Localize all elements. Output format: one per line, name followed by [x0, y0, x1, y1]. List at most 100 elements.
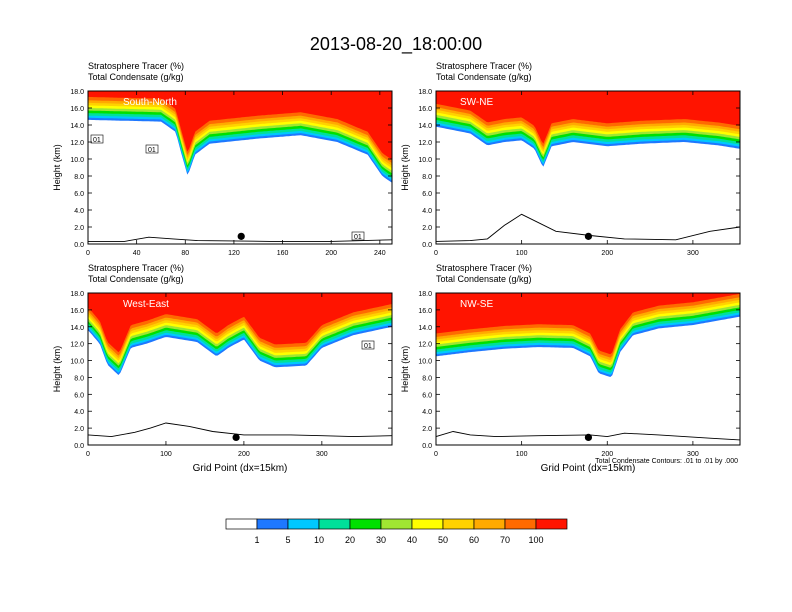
- x-tick-label: 0: [86, 451, 90, 458]
- panel-4: Stratosphere Tracer (%)Total Condensate …: [400, 263, 741, 474]
- y-tick-label: 18.0: [70, 89, 84, 96]
- panel-title-condensate: Total Condensate (g/kg): [436, 274, 532, 284]
- x-tick-label: 0: [434, 250, 438, 257]
- y-tick-label: 16.0: [418, 106, 432, 113]
- colorbar-swatch: [225, 518, 258, 530]
- tracer-max-region: [88, 293, 392, 353]
- colorbar-label: 5: [285, 535, 290, 545]
- colorbar-label: 20: [345, 535, 355, 545]
- panel-title-condensate: Total Condensate (g/kg): [88, 274, 184, 284]
- x-tick-label: 200: [325, 250, 337, 257]
- y-tick-label: 2.0: [74, 426, 84, 433]
- y-tick-label: 10.0: [70, 157, 84, 164]
- y-tick-label: 10.0: [70, 359, 84, 366]
- colorbar-swatch: [535, 518, 568, 530]
- y-tick-label: 10.0: [418, 157, 432, 164]
- contour-label-box: [361, 340, 375, 350]
- y-tick-label: 0.0: [422, 242, 432, 249]
- y-tick-label: 4.0: [74, 208, 84, 215]
- contour-label-box: [145, 144, 159, 154]
- x-tick-label: 100: [516, 451, 528, 458]
- panel-title-condensate: Total Condensate (g/kg): [436, 72, 532, 82]
- colorbar-swatch: [380, 518, 413, 530]
- y-tick-label: 16.0: [418, 308, 432, 315]
- y-tick-label: 4.0: [74, 409, 84, 416]
- x-tick-label: 0: [86, 250, 90, 257]
- tracer-max-region: [436, 293, 740, 355]
- panel-label: South-North: [123, 97, 177, 108]
- x-tick-label: 40: [133, 250, 141, 257]
- y-tick-label: 6.0: [422, 191, 432, 198]
- plot-frame: [87, 90, 393, 245]
- plot-frame: [87, 292, 393, 446]
- y-tick-label: 8.0: [74, 174, 84, 181]
- x-tick-label: 0: [434, 451, 438, 458]
- y-tick-label: 2.0: [74, 225, 84, 232]
- colorbar-swatch: [349, 518, 382, 530]
- panel-2: Stratosphere Tracer (%)Total Condensate …: [400, 61, 741, 257]
- x-tick-label: 200: [238, 451, 250, 458]
- y-tick-label: 6.0: [74, 392, 84, 399]
- x-tick-label: 80: [181, 250, 189, 257]
- colorbar-label: 50: [438, 535, 448, 545]
- y-tick-label: 14.0: [418, 325, 432, 332]
- x-tick-label: 300: [316, 451, 328, 458]
- y-tick-label: 12.0: [70, 140, 84, 147]
- colorbar-swatch: [287, 518, 320, 530]
- y-tick-label: 14.0: [70, 123, 84, 130]
- x-tick-label: 100: [160, 451, 172, 458]
- panel-label: NW-SE: [460, 299, 493, 310]
- panel-title-tracer: Stratosphere Tracer (%): [436, 263, 532, 273]
- location-marker: [584, 232, 593, 240]
- plot-frame: [435, 292, 741, 446]
- y-tick-label: 18.0: [418, 291, 432, 298]
- terrain-line: [88, 236, 393, 242]
- contour-label: 01: [354, 234, 362, 241]
- colorbar-swatch: [256, 518, 289, 530]
- location-marker: [232, 433, 240, 441]
- contour-label: 01: [364, 343, 372, 350]
- y-tick-label: 8.0: [74, 375, 84, 382]
- y-tick-label: 16.0: [70, 106, 84, 113]
- contour-label: 01: [93, 137, 101, 144]
- x-tick-label: 120: [228, 250, 240, 257]
- y-tick-label: 0.0: [74, 443, 84, 450]
- y-tick-label: 8.0: [422, 375, 432, 382]
- y-tick-label: 2.0: [422, 225, 432, 232]
- y-tick-label: 14.0: [70, 325, 84, 332]
- y-tick-label: 6.0: [422, 392, 432, 399]
- contour-label-box: [351, 231, 365, 241]
- panel-label: SW-NE: [460, 97, 493, 108]
- x-axis-label: Grid Point (dx=15km): [193, 463, 288, 474]
- x-tick-label: 300: [687, 250, 699, 257]
- x-tick-label: 200: [601, 250, 613, 257]
- contour-label: 01: [148, 147, 156, 154]
- location-marker: [584, 433, 593, 441]
- y-tick-label: 16.0: [70, 308, 84, 315]
- y-tick-label: 10.0: [418, 359, 432, 366]
- colorbar-swatch: [442, 518, 475, 530]
- terrain-line: [435, 213, 741, 242]
- x-tick-label: 300: [687, 451, 699, 458]
- plot-frame: [435, 90, 741, 245]
- panel-1: Stratosphere Tracer (%)Total Condensate …: [52, 61, 393, 257]
- y-tick-label: 18.0: [70, 291, 84, 298]
- terrain-line: [87, 422, 393, 438]
- colorbar-label: 30: [376, 535, 386, 545]
- y-axis-label: Height (km): [52, 346, 62, 393]
- colorbar-label: 70: [500, 535, 510, 545]
- colorbar-swatch: [473, 518, 506, 530]
- colorbar-label: 40: [407, 535, 417, 545]
- y-tick-label: 18.0: [418, 89, 432, 96]
- colorbar-swatch: [411, 518, 444, 530]
- x-tick-label: 100: [516, 250, 528, 257]
- contour-footnote: Total Condensate Contours: .01 to .01 by…: [595, 458, 738, 465]
- x-axis-label: Grid Point (dx=15km): [541, 463, 636, 474]
- colorbar-label: 100: [528, 535, 543, 545]
- panel-title-tracer: Stratosphere Tracer (%): [436, 61, 532, 71]
- y-tick-label: 4.0: [422, 409, 432, 416]
- colorbar-swatch: [318, 518, 351, 530]
- y-tick-label: 14.0: [418, 123, 432, 130]
- y-tick-label: 12.0: [70, 342, 84, 349]
- panel-title-tracer: Stratosphere Tracer (%): [88, 61, 184, 71]
